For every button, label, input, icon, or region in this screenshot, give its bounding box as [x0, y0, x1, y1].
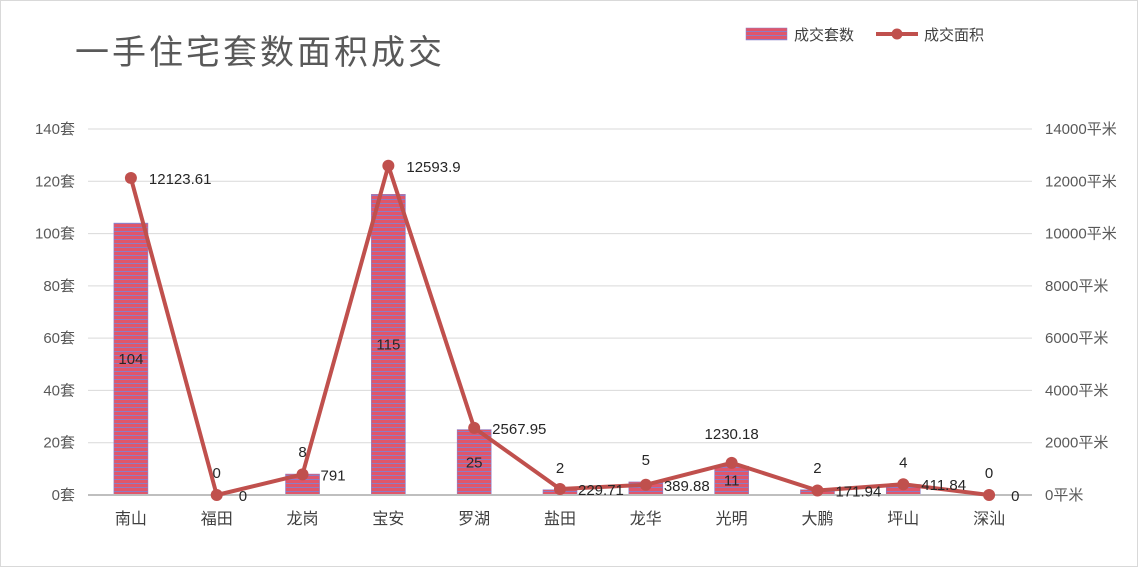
right-tick-label: 12000平米	[1045, 173, 1117, 190]
category-label: 光明	[716, 510, 748, 528]
bar-value-label: 104	[118, 351, 143, 368]
bar-value-label: 115	[376, 337, 400, 354]
line-point	[554, 482, 566, 495]
right-tick-label: 10000平米	[1045, 226, 1117, 243]
line-value-label: 411.84	[921, 477, 966, 494]
bar-value-label: 8	[298, 444, 306, 461]
bar-value-label: 0	[213, 465, 221, 482]
bar-value-label: 25	[466, 454, 483, 471]
line-series	[124, 159, 996, 501]
bar-value-label: 4	[899, 455, 907, 472]
line-value-label: 791	[321, 467, 346, 484]
line-point	[468, 421, 481, 434]
left-tick-label: 40套	[43, 382, 75, 399]
bar-value-label: 0	[985, 465, 993, 482]
chart-title: 一手住宅套数面积成交	[75, 33, 445, 73]
left-tick-label: 80套	[43, 278, 75, 295]
line-value-label: 2567.95	[492, 421, 546, 438]
category-label: 盐田	[544, 510, 576, 528]
category-label: 深汕	[973, 510, 1005, 528]
line-value-label: 1230.18	[705, 426, 759, 443]
bar-value-label: 2	[813, 460, 821, 477]
category-label: 坪山	[887, 510, 919, 528]
bar	[456, 429, 492, 496]
line-value-label: 229.71	[578, 482, 624, 499]
line-value-label: 171.94	[835, 484, 881, 501]
line-value-label: 12593.9	[406, 159, 460, 176]
legend-item-bar: 成交套数	[745, 26, 854, 44]
category-label: 龙岗	[287, 510, 319, 528]
bar	[371, 194, 406, 496]
left-tick-label: 0套	[52, 487, 75, 504]
category-label: 龙华	[630, 510, 662, 528]
line-value-label: 389.88	[664, 478, 710, 495]
right-tick-label: 8000平米	[1045, 278, 1108, 295]
bar-value-label: 5	[642, 452, 650, 469]
line-value-label: 0	[1011, 488, 1019, 505]
line-point	[210, 489, 223, 501]
bar-series	[113, 194, 921, 496]
right-axis: 0平米 2000平米 4000平米 6000平米 8000平米 10000平米 12000平…	[1045, 121, 1117, 504]
category-label: 南山	[115, 510, 147, 528]
line-point	[124, 172, 137, 185]
line-point	[296, 468, 309, 481]
category-label: 罗湖	[458, 510, 490, 528]
line-point	[811, 484, 824, 497]
legend-bar-swatch	[745, 27, 788, 41]
bar-value-label: 2	[556, 460, 564, 477]
left-tick-label: 140套	[35, 121, 75, 138]
legend-line-marker	[891, 28, 903, 40]
legend-bar-label: 成交套数	[794, 26, 854, 44]
line-point	[639, 478, 652, 491]
bar	[113, 222, 149, 496]
right-tick-label: 14000平米	[1045, 121, 1117, 138]
left-tick-label: 120套	[35, 173, 75, 190]
category-label: 宝安	[372, 510, 404, 528]
right-tick-label: 2000平米	[1045, 435, 1108, 452]
line-point	[725, 456, 738, 469]
left-tick-label: 100套	[35, 226, 75, 243]
line-point	[897, 478, 910, 491]
bar-value-label: 11	[724, 473, 740, 490]
bar	[714, 465, 749, 496]
legend: 成交套数 成交面积	[745, 26, 984, 44]
category-label: 福田	[201, 510, 233, 528]
legend-line-label: 成交面积	[924, 26, 984, 44]
left-tick-label: 60套	[43, 330, 75, 347]
line-value-label: 0	[239, 488, 247, 505]
right-tick-label: 6000平米	[1045, 330, 1108, 347]
left-axis: 0套 20套 40套 60套 80套 100套 120套 140套	[35, 121, 75, 504]
legend-item-line: 成交面积	[876, 26, 984, 44]
line-point	[983, 489, 996, 501]
line-point	[382, 159, 395, 172]
category-label: 大鹏	[801, 510, 833, 528]
category-axis: 南山 福田 龙岗 宝安 罗湖 盐田 龙华 光明 大鹏 坪山 深汕	[88, 494, 1032, 528]
right-tick-label: 0平米	[1045, 487, 1083, 504]
area-line	[128, 163, 990, 497]
gridlines	[88, 128, 1032, 444]
left-tick-label: 20套	[43, 435, 75, 452]
line-value-label: 12123.61	[149, 171, 212, 188]
right-tick-label: 4000平米	[1045, 382, 1108, 399]
